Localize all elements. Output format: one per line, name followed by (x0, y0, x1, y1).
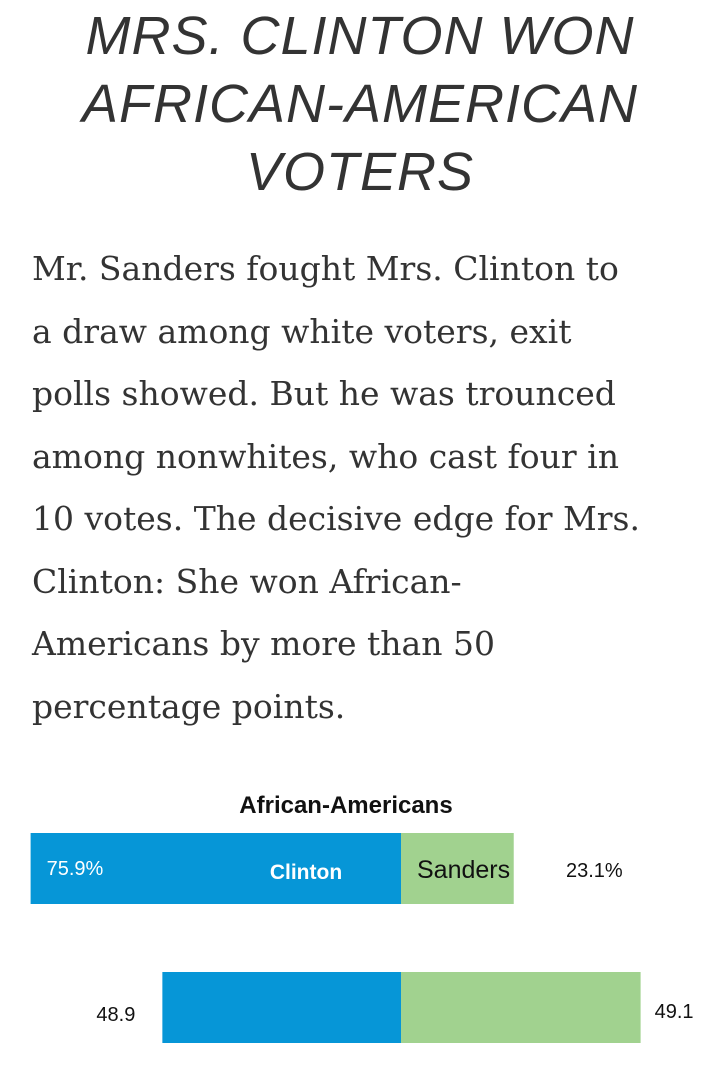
clinton-value-label: 75.9% (47, 858, 104, 880)
paragraph-line: among nonwhites, who cast four in (32, 436, 619, 476)
sanders-segment-label: Sanders (417, 856, 510, 884)
sanders-value-label: 23.1% (566, 860, 623, 882)
sanders-bar (401, 833, 514, 904)
headline-line: MRS. CLINTON WON (85, 6, 635, 66)
group-title: African-Americans (239, 792, 452, 819)
sanders-bar (401, 972, 641, 1043)
clinton-segment-label: Clinton (270, 861, 342, 884)
article-paragraph: Mr. Sanders fought Mrs. Clinton to a dra… (32, 238, 692, 738)
paragraph-line: Americans by more than 50 (32, 624, 495, 663)
paragraph-line: polls showed. But he was trounced (32, 374, 616, 413)
paragraph-line: a draw among white voters, exit (32, 311, 572, 351)
clinton-bar (162, 972, 401, 1043)
paragraph-line: percentage points. (32, 686, 346, 726)
sanders-value-label: 49.1 (655, 1001, 694, 1023)
clinton-value-label: 48.9 (96, 1004, 135, 1026)
headline-line: AFRICAN-AMERICAN (81, 74, 639, 134)
paragraph-line: Mr. Sanders fought Mrs. Clinton to (32, 249, 619, 288)
headline-line: VOTERS (245, 142, 475, 202)
headline: MRS. CLINTON WON AFRICAN-AMERICAN VOTERS (0, 0, 720, 206)
vote-share-bar-chart: African-Americans 75.9% Clinton Sanders 23.1… (30, 792, 694, 1043)
clinton-bar (30, 833, 401, 904)
paragraph-line: 10 votes. The decisive edge for Mrs. (32, 499, 640, 538)
paragraph-line: Clinton: She won African- (32, 561, 462, 601)
